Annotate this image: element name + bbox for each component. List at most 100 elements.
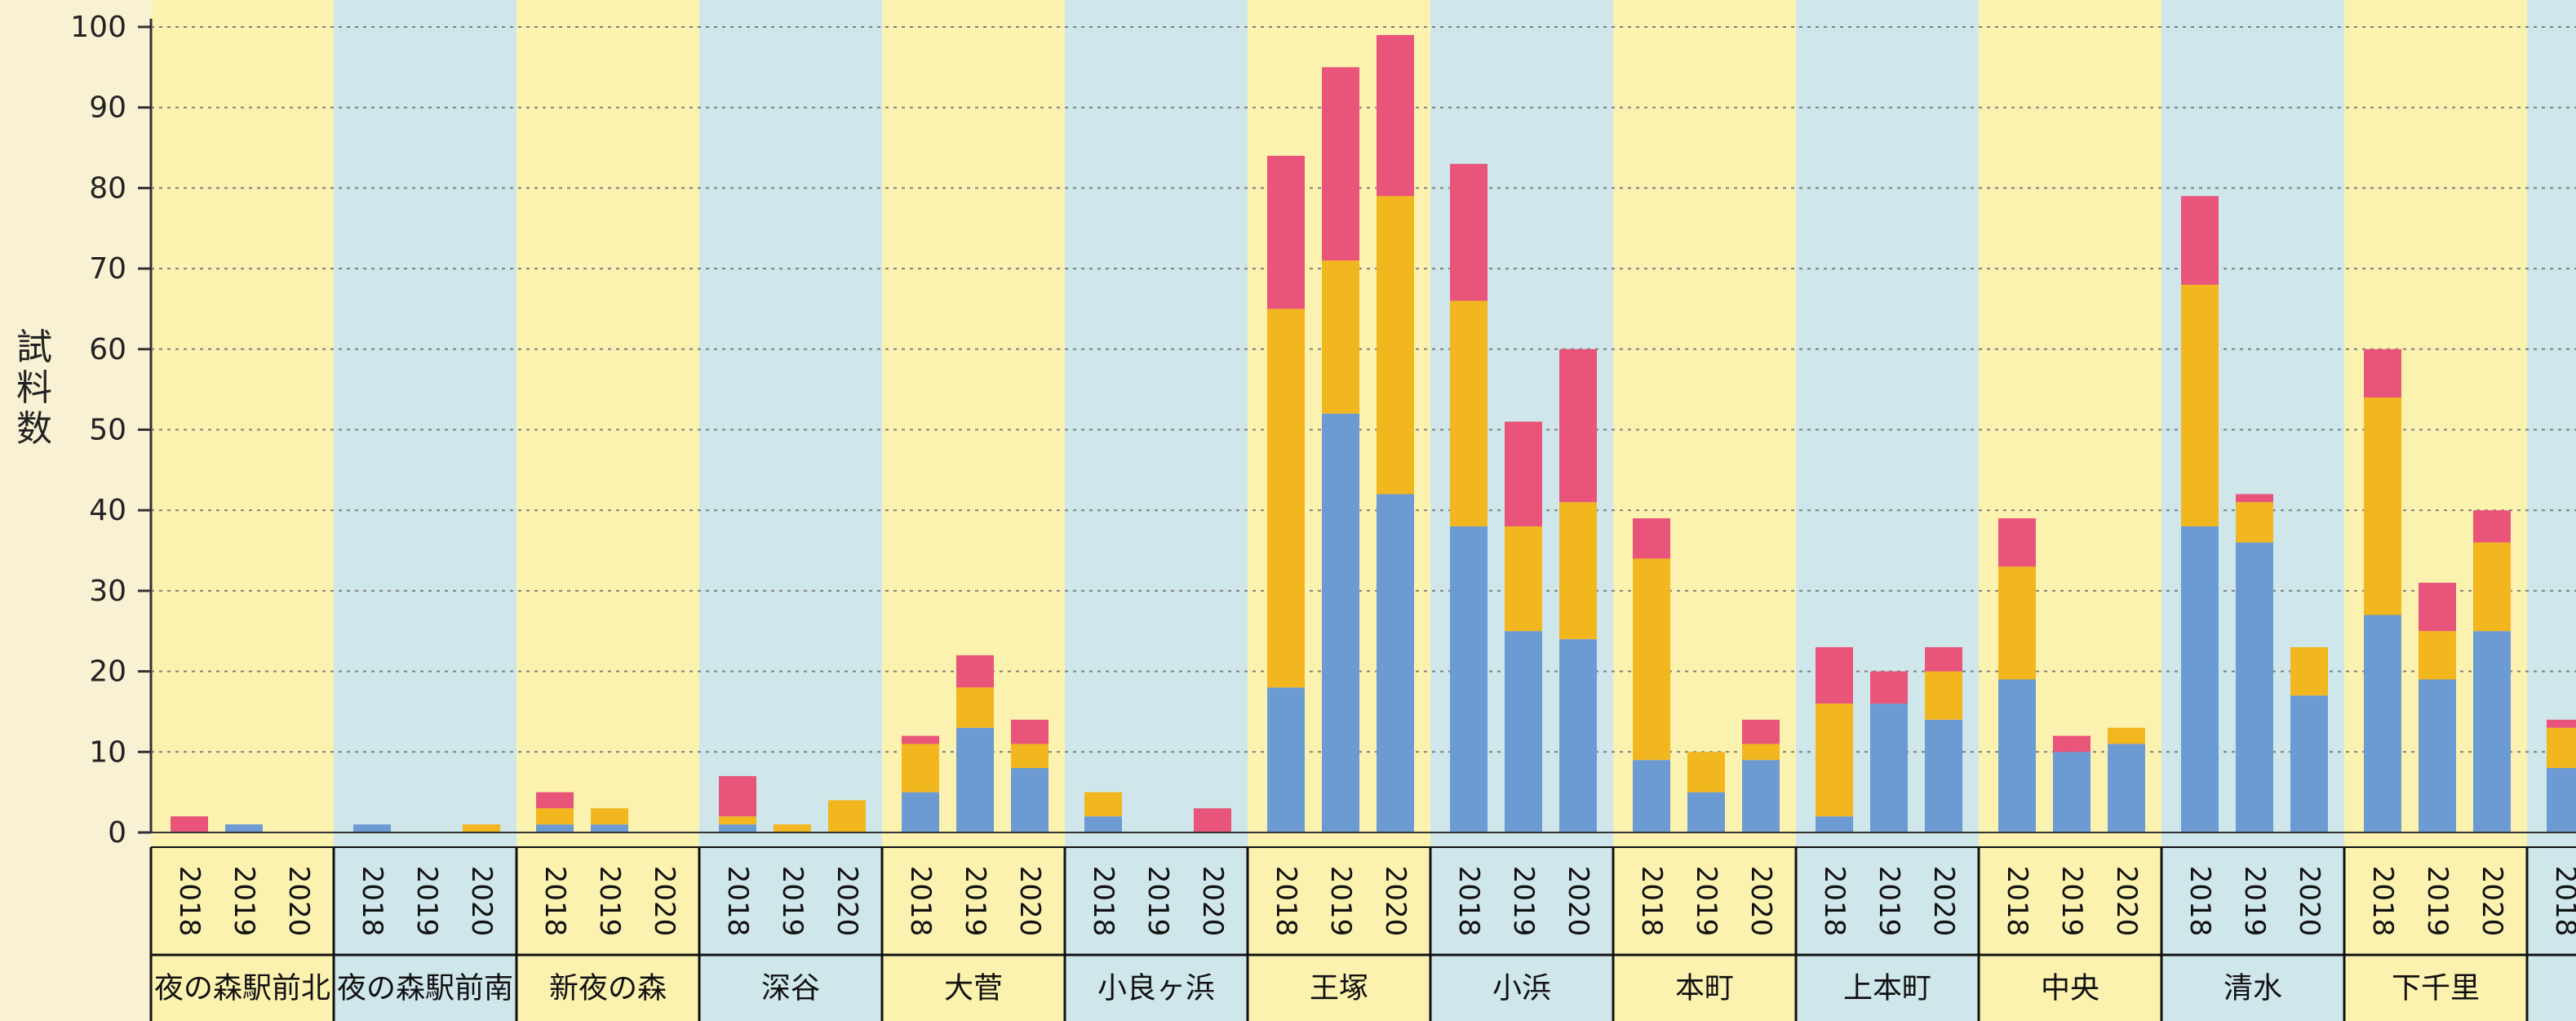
year-label: 2020	[1013, 866, 1046, 937]
bar-segment	[1870, 671, 1908, 704]
bar-segment	[902, 744, 939, 792]
bar-segment	[1084, 792, 1122, 817]
year-label: 2019	[2055, 866, 2088, 937]
bar-segment	[1377, 34, 1414, 197]
year-label: 2020	[648, 866, 681, 937]
bar-segment	[2419, 631, 2456, 680]
bar-segment	[1816, 816, 1853, 832]
y-tick-label: 50	[89, 414, 126, 447]
bar-segment	[2236, 494, 2273, 503]
year-label: 2020	[1927, 866, 1960, 937]
y-tick-label: 30	[89, 575, 126, 608]
year-label: 2018	[2549, 866, 2576, 937]
bar-segment	[2236, 502, 2273, 543]
bar-segment	[463, 824, 500, 832]
bar-segment	[1505, 631, 1542, 832]
y-axis-label: 試料数	[16, 326, 52, 450]
year-label: 2019	[776, 866, 809, 937]
bar-segment	[1322, 260, 1359, 414]
year-label: 2020	[1745, 866, 1777, 937]
bar-segment	[1267, 155, 1305, 309]
bar-segment	[536, 792, 574, 809]
bar-segment	[1633, 760, 1670, 832]
year-label: 2020	[282, 866, 315, 937]
bar-segment	[1011, 768, 1049, 832]
bar-segment	[2547, 768, 2576, 832]
bar-segment	[1377, 494, 1414, 832]
bar-segment	[1450, 300, 1488, 526]
year-label: 2019	[593, 866, 626, 937]
year-label: 2018	[904, 866, 937, 937]
y-tick-label: 20	[89, 655, 126, 689]
bar-segment	[2473, 631, 2511, 832]
bar-segment	[1559, 502, 1597, 640]
year-label: 2019	[1873, 866, 1905, 937]
category-labels: 2018 2019 2020 夜の森駅前北 2018 2019 2020 夜の森駅前南 2018…	[149, 846, 2576, 1021]
bar-segment	[2473, 542, 2511, 632]
year-label: 2020	[1196, 866, 1229, 937]
group-label: 清水	[2224, 972, 2282, 1005]
y-tick-label: 70	[89, 252, 126, 286]
year-label: 2018	[2366, 866, 2399, 937]
bar-segment	[1816, 704, 1853, 817]
bar-segment	[1870, 704, 1908, 832]
bar-segment	[1633, 558, 1670, 761]
bar-segment	[2236, 542, 2273, 832]
year-label: 2018	[2001, 866, 2033, 937]
bar-segment	[1633, 518, 1670, 559]
bar-segment	[902, 792, 939, 832]
year-label: 2020	[1562, 866, 1594, 937]
year-label: 2018	[1270, 866, 1302, 937]
bar-segment	[2290, 646, 2328, 696]
y-tick-label: 0	[108, 816, 126, 850]
bar-segment	[1742, 760, 1780, 832]
group-label: 上本町	[1843, 972, 1931, 1005]
bar-segment	[1742, 744, 1780, 761]
year-label: 2020	[1379, 866, 1412, 937]
bar-segment	[1194, 808, 1231, 832]
y-axis-label-char: 試	[16, 326, 52, 368]
bar-segment	[956, 727, 994, 832]
bar-segment	[1450, 163, 1488, 301]
y-axis-label-char: 数	[16, 408, 52, 450]
bar-segment	[2547, 727, 2576, 769]
bar-segment	[2108, 744, 2145, 832]
year-label: 2020	[465, 866, 498, 937]
bar-segment	[2053, 735, 2091, 752]
bar-segment	[225, 824, 263, 832]
year-label: 2020	[2293, 866, 2325, 937]
bar-segment	[1925, 646, 1962, 672]
bars	[171, 34, 2576, 832]
year-label: 2019	[1142, 866, 1174, 937]
bar-segment	[902, 735, 939, 744]
year-label: 2018	[1087, 866, 1120, 937]
year-label: 2020	[831, 866, 863, 937]
year-label: 2019	[1324, 866, 1357, 937]
bar-segment	[2547, 719, 2576, 728]
group-label: 中央	[2041, 972, 2099, 1005]
year-label: 2018	[721, 866, 754, 937]
bar-segment	[591, 808, 628, 825]
bar-segment	[2419, 679, 2456, 832]
bar-segment	[1322, 67, 1359, 261]
group-label: 大菅	[944, 972, 1003, 1005]
year-label: 2019	[1690, 866, 1723, 937]
bar-segment	[1011, 744, 1049, 769]
y-tick-label: 10	[89, 735, 126, 769]
y-tick-label: 60	[89, 333, 126, 366]
bar-segment	[591, 824, 628, 832]
bar-segment	[1505, 526, 1542, 632]
bar-segment	[956, 687, 994, 728]
bar-segment	[1925, 719, 1962, 832]
bar-segment	[1377, 196, 1414, 495]
bar-segment	[2364, 348, 2401, 398]
year-label: 2019	[1507, 866, 1540, 937]
year-label: 2019	[2421, 866, 2454, 937]
bar-segment	[774, 824, 811, 832]
bar-segment	[1998, 518, 2036, 567]
bar-segment	[2290, 695, 2328, 832]
year-label: 2018	[356, 866, 388, 937]
year-label: 2018	[1635, 866, 1668, 937]
bar-segment	[2364, 397, 2401, 615]
